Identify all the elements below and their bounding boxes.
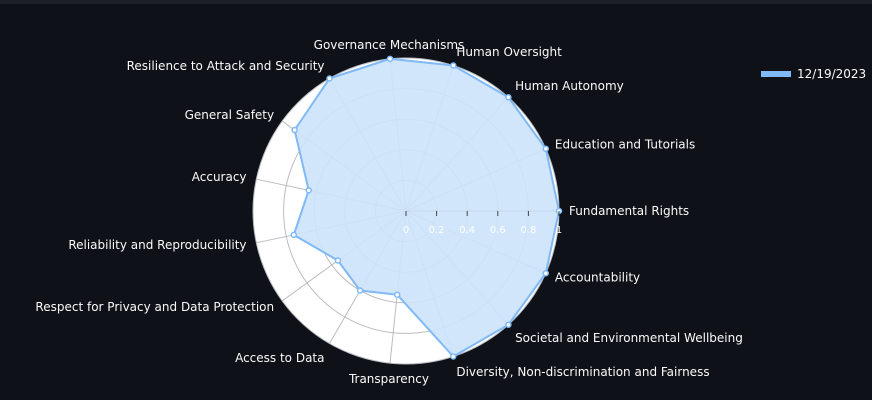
data-point[interactable]	[386, 55, 394, 63]
category-label: Societal and Environmental Wellbeing	[515, 331, 743, 345]
category-label: Resilience to Attack and Security	[127, 59, 325, 73]
category-label: Education and Tutorials	[555, 138, 695, 152]
radial-tick-label: 0.6	[490, 225, 506, 236]
legend-marker-icon	[773, 71, 779, 77]
series-area	[292, 57, 561, 358]
data-point[interactable]	[291, 126, 298, 134]
category-label: Respect for Privacy and Data Protection	[35, 300, 274, 314]
legend-entry: 12/19/2023	[797, 67, 866, 81]
radial-tick-label: 0.2	[429, 225, 445, 236]
data-point[interactable]	[326, 75, 333, 82]
radial-tick-label: 0.4	[459, 225, 475, 236]
category-label: Fundamental Rights	[569, 204, 689, 218]
category-label: Accountability	[555, 270, 640, 284]
radial-tick-label: 1	[556, 225, 562, 236]
category-label: Diversity, Non-discrimination and Fairne…	[456, 365, 709, 379]
category-label: Access to Data	[235, 351, 324, 365]
data-point[interactable]	[334, 257, 342, 264]
data-point[interactable]	[450, 353, 457, 360]
category-label: Transparency	[348, 372, 429, 386]
radial-ticks: 0 0.2 0.4 0.6 0.8 1	[403, 211, 562, 236]
data-point[interactable]	[542, 145, 550, 153]
category-label: Governance Mechanisms	[314, 38, 465, 52]
marker-layer	[290, 55, 563, 360]
data-point[interactable]	[393, 291, 401, 298]
data-point[interactable]	[542, 269, 550, 277]
category-label: Human Autonomy	[515, 79, 624, 93]
data-point[interactable]	[505, 94, 512, 101]
legend[interactable]: 12/19/2023	[761, 67, 866, 81]
category-label: Accuracy	[192, 170, 247, 184]
top-strip	[0, 0, 872, 4]
category-label: Reliability and Reproducibility	[68, 238, 246, 252]
category-label: General Safety	[185, 108, 275, 122]
axis-labels: Fundamental Rights Education and Tutorial…	[35, 38, 742, 386]
data-point[interactable]	[450, 62, 457, 69]
data-point[interactable]	[290, 231, 298, 239]
category-label: Human Oversight	[456, 45, 562, 59]
data-point[interactable]	[356, 287, 364, 294]
data-point[interactable]	[305, 187, 312, 194]
data-point[interactable]	[505, 321, 512, 328]
radial-tick-label: 0.8	[520, 225, 536, 236]
radial-tick-label: 0	[403, 225, 409, 236]
